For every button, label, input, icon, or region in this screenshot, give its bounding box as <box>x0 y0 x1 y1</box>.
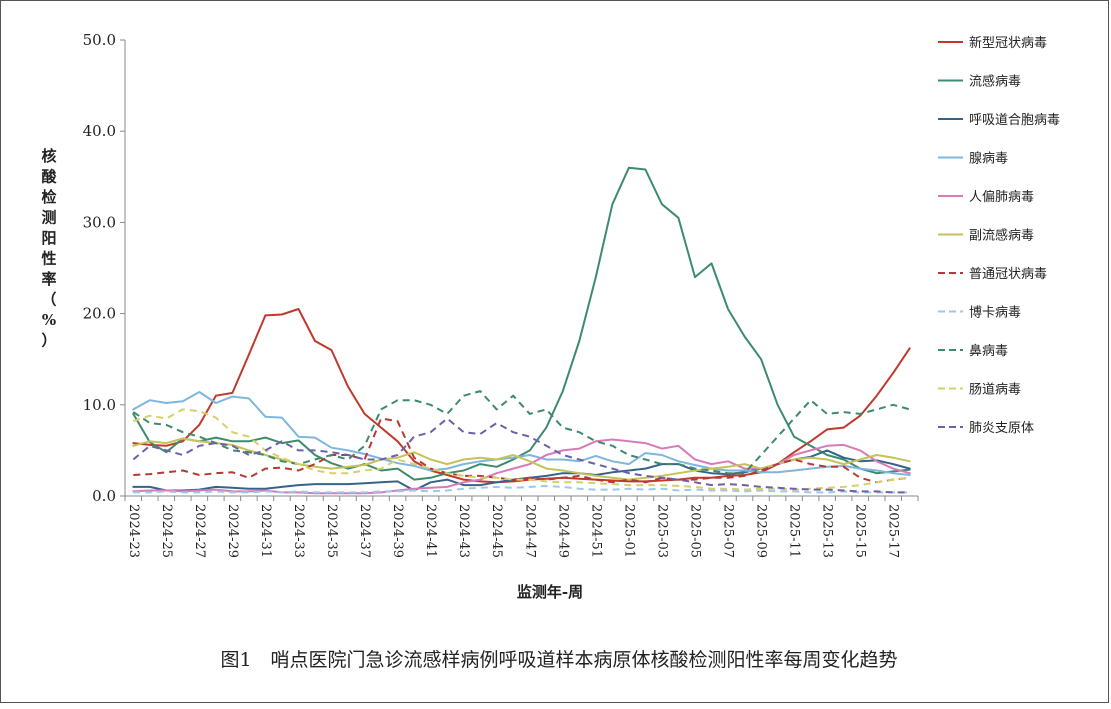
x-tick-label: 2025-09 <box>754 504 769 558</box>
axes <box>120 39 919 501</box>
x-tick-label: 2025-01 <box>621 504 636 558</box>
legend-label: 肠道病毒 <box>969 383 1021 398</box>
y-tick-label: 20.0 <box>83 305 116 323</box>
x-tick-label: 2024-35 <box>324 504 339 558</box>
x-tick-label: 2024-29 <box>225 504 240 558</box>
legend-label: 腺病毒 <box>969 152 1008 167</box>
x-tick-label: 2025-17 <box>886 504 901 558</box>
y-tick-label: 50.0 <box>83 31 116 49</box>
series-line-4 <box>132 391 911 476</box>
x-tick-label: 2024-25 <box>159 504 174 558</box>
x-tick-label: 2024-47 <box>522 504 537 558</box>
legend-label: 鼻病毒 <box>969 343 1008 359</box>
y-tick-label: 10.0 <box>83 396 116 414</box>
x-tick-label: 2025-15 <box>853 504 868 558</box>
y-tick-label: 30.0 <box>83 213 116 231</box>
figure-caption: 图1 哨点医院门急诊流感样病例呼吸道样本病原体核酸检测阳性率每周变化趋势 <box>220 649 897 671</box>
tick-labels: 0.0 10.0 20.0 30.0 40.0 50.0 2024-23 2024-25 202… <box>83 31 901 558</box>
x-tick-label: 2025-13 <box>820 504 835 558</box>
x-tick-label: 2025-03 <box>654 504 669 558</box>
x-tick-label: 2024-49 <box>555 504 570 558</box>
x-tick-label: 2025-07 <box>721 504 736 558</box>
series-line-2 <box>132 166 911 481</box>
legend-label: 肺炎支原体 <box>969 421 1034 436</box>
x-tick-label: 2024-37 <box>357 504 372 558</box>
legend-label: 人偏肺病毒 <box>969 190 1034 205</box>
series-line-9 <box>132 390 910 475</box>
series-line-10 <box>132 408 910 491</box>
y-axis-title: 核酸检测阳性率（%） <box>41 147 57 350</box>
x-tick-label: 2024-33 <box>291 504 306 558</box>
x-tick-label: 2024-41 <box>423 504 438 558</box>
x-tick-label: 2025-11 <box>787 504 802 558</box>
x-tick-label: 2024-51 <box>588 504 603 558</box>
legend-label: 流感病毒 <box>969 74 1021 90</box>
legend-label: 博卡病毒 <box>969 306 1021 321</box>
x-tick-label: 2024-43 <box>456 504 471 558</box>
legend-label: 副流感病毒 <box>969 228 1034 244</box>
x-tick-label: 2025-05 <box>687 504 702 558</box>
series-line-7 <box>133 417 910 484</box>
x-axis-title: 监测年-周 <box>517 583 583 601</box>
legend-label: 新型冠状病毒 <box>969 35 1047 51</box>
y-tick-label: 40.0 <box>83 122 116 140</box>
series-layer <box>132 166 911 495</box>
x-tick-label: 2024-23 <box>126 504 141 558</box>
x-tick-label: 2024-31 <box>258 504 273 558</box>
legend: 新型冠状病毒流感病毒呼吸道合胞病毒腺病毒人偏肺病毒副流感病毒普通冠状病毒博卡病毒… <box>938 35 1060 436</box>
x-tick-label: 2024-39 <box>390 504 405 558</box>
legend-label: 呼吸道合胞病毒 <box>969 113 1060 128</box>
legend-label: 普通冠状病毒 <box>969 267 1047 282</box>
series-line-8 <box>133 485 910 494</box>
series-line-5 <box>132 438 911 495</box>
series-line-6 <box>132 437 911 481</box>
series-line-11 <box>132 417 910 494</box>
x-tick-label: 2024-27 <box>192 504 207 558</box>
y-tick-label: 0.0 <box>92 487 116 505</box>
x-tick-label: 2024-45 <box>489 504 504 558</box>
